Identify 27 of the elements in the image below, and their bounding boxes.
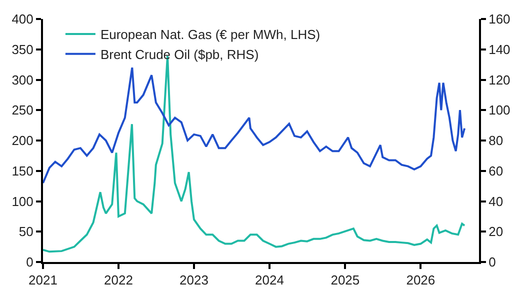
line-series: [43, 66, 466, 184]
y2-tick-label: 60: [488, 163, 504, 178]
y2-tick-label: 120: [488, 72, 510, 88]
y-tick-label: 0: [26, 254, 34, 270]
x-tick-label: 2025: [330, 272, 360, 288]
y2-tick-label: 80: [488, 133, 504, 148]
x-tick-label: 2021: [28, 272, 58, 288]
y-tick-label: 200: [12, 133, 34, 148]
x-tick-label: 2022: [104, 272, 133, 288]
y2-tick-label: 20: [488, 224, 504, 240]
y-tick-label: 400: [12, 12, 34, 27]
y2-tick-label: 0: [488, 254, 496, 270]
legend-label: Brent Crude Oil ($pb, RHS): [100, 46, 259, 62]
y2-tick-label: 140: [488, 42, 510, 57]
y2-tick-label: 100: [488, 102, 510, 118]
y-tick-label: 350: [12, 42, 34, 57]
y2-tick-label: 40: [488, 194, 504, 209]
y2-tick-label: 160: [488, 12, 510, 27]
x-tick-label: 2026: [406, 272, 436, 288]
y-tick-label: 150: [12, 163, 34, 178]
y-tick-label: 50: [18, 224, 34, 240]
x-tick-label: 2024: [255, 272, 284, 288]
y-tick-label: 250: [12, 102, 34, 118]
x-tick-label: 2023: [180, 272, 208, 288]
y-tick-label: 300: [12, 72, 34, 88]
legend-label: European Nat. Gas (€ per MWh, LHS): [100, 27, 320, 42]
y-tick-label: 100: [12, 194, 34, 209]
